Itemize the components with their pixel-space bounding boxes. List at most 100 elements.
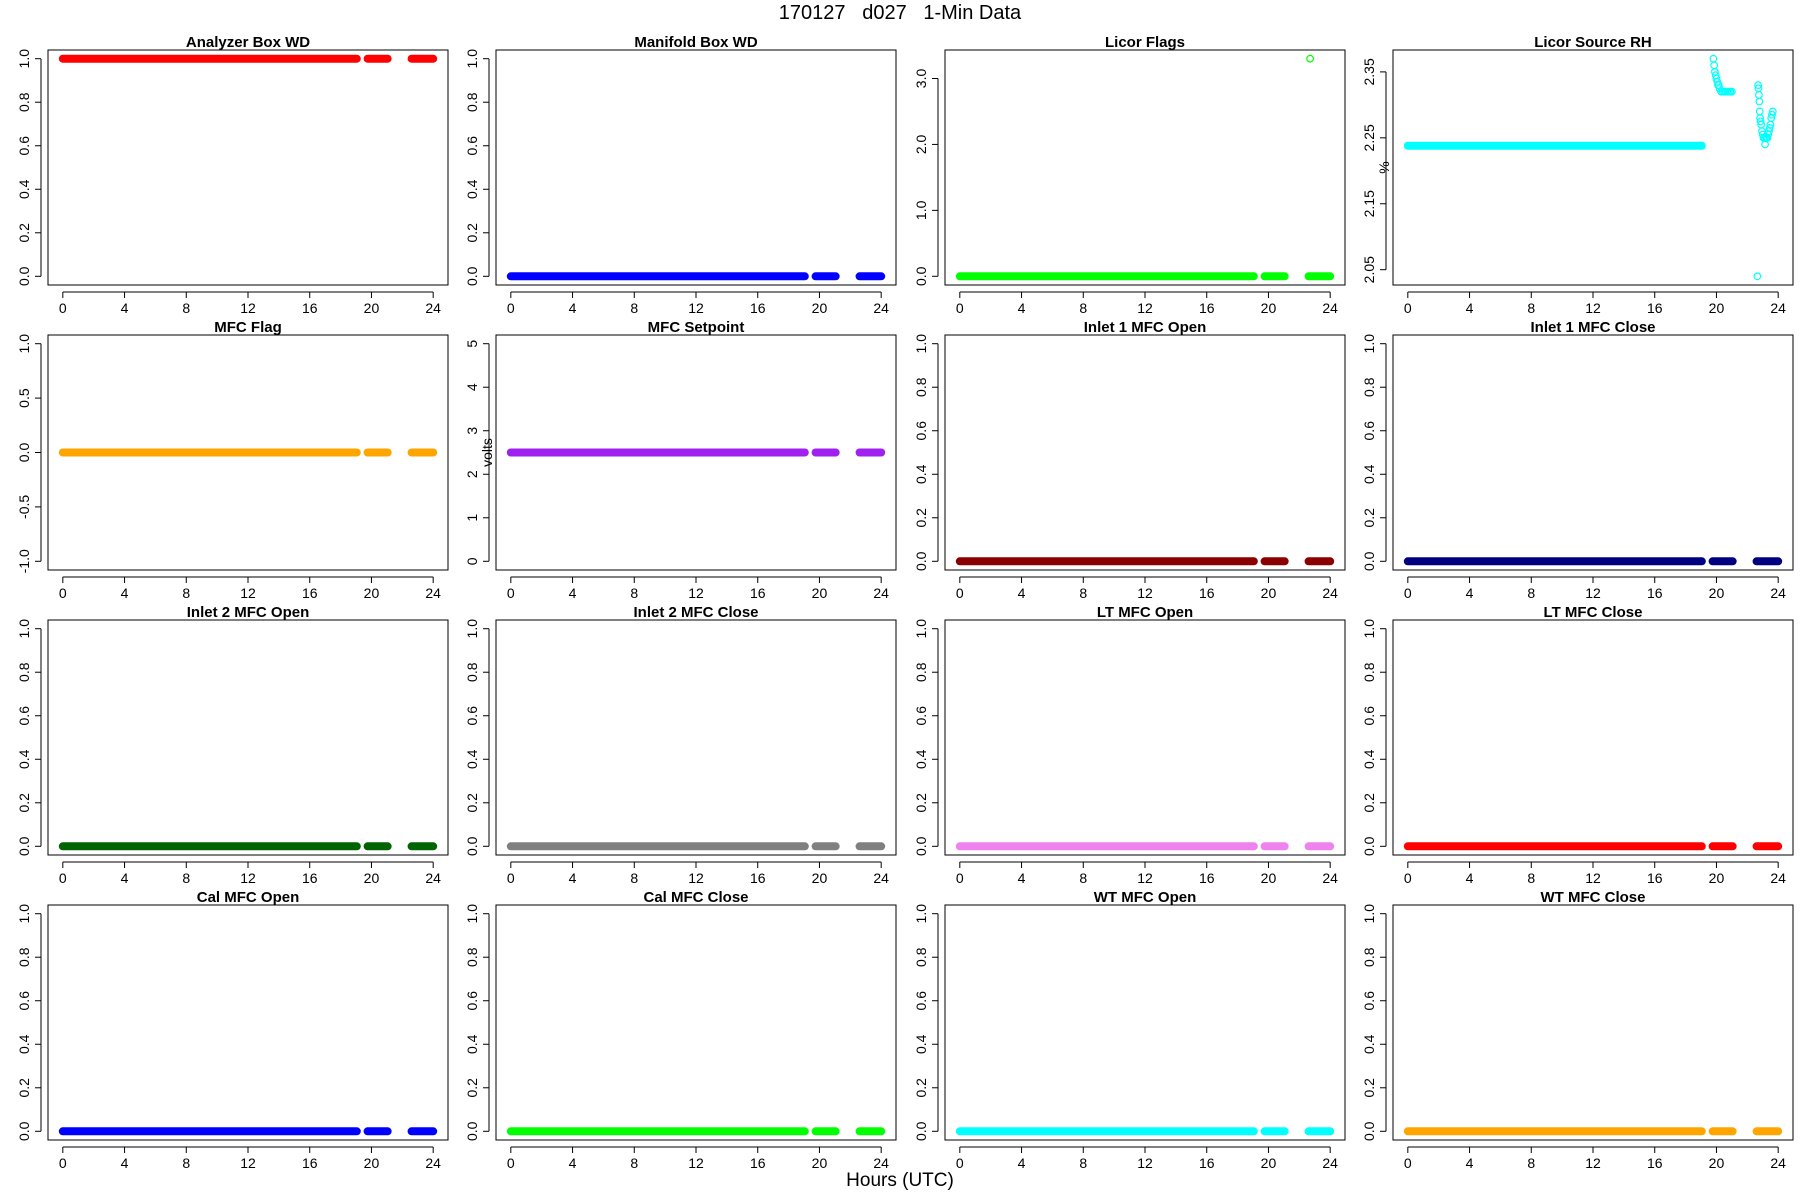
x-tick-label: 24 [873, 870, 889, 886]
data-point [1727, 87, 1736, 96]
panel-2: Manifold Box WD 0 4 8 12 16 20 24 0.0 0.2 0.4 0.6 0.… [464, 34, 897, 316]
x-tick-label: 24 [1322, 870, 1338, 886]
data-point [1753, 272, 1762, 281]
y-tick-label: 0.4 [1361, 1034, 1377, 1054]
x-tick-label: 0 [59, 1155, 67, 1171]
y-tick-label: 0.6 [1361, 421, 1377, 441]
x-tick-label: 8 [630, 585, 638, 601]
y-tick-label: 2.35 [1361, 58, 1377, 85]
x-tick-label: 20 [1261, 585, 1277, 601]
x-tick-label: 4 [1018, 300, 1026, 316]
x-tick-label: 24 [1770, 585, 1786, 601]
y-tick-label: 0.4 [16, 749, 32, 769]
plot-frame [495, 49, 897, 286]
plot-frame [47, 904, 449, 1141]
plot-frame [944, 904, 1346, 1141]
x-tick-label: 0 [1404, 870, 1412, 886]
y-tick-label: 0.4 [16, 1034, 32, 1054]
x-tick-label: 16 [1199, 585, 1215, 601]
y-tick-label: 0.8 [16, 662, 32, 682]
x-tick-label: 4 [569, 1155, 577, 1171]
panel-12: LT MFC Close 0 4 8 12 16 20 24 0.0 0.2 0.4 0.6 0.8 1.… [1361, 604, 1794, 886]
panel-title: Manifold Box WD [634, 34, 757, 51]
y-tick-label: 1.0 [464, 619, 480, 639]
x-tick-label: 20 [1261, 1155, 1277, 1171]
x-tick-label: 0 [59, 585, 67, 601]
y-tick-label: 0.2 [913, 508, 929, 528]
y-tick-label: 3 [464, 427, 480, 435]
y-axis-title: volts [479, 438, 495, 467]
x-tick-label: 4 [121, 585, 129, 601]
x-tick-label: 0 [1404, 585, 1412, 601]
panel-title: LT MFC Open [1097, 604, 1193, 621]
data-point [1765, 124, 1774, 132]
y-tick-label: 0.8 [1361, 662, 1377, 682]
y-tick-label: 0.6 [1361, 706, 1377, 726]
y-tick-label: 0.6 [16, 706, 32, 726]
x-tick-label: 16 [750, 585, 766, 601]
x-axis-title: Hours (UTC) [846, 1170, 954, 1191]
plot-frame [944, 334, 1346, 571]
panel-title: MFC Setpoint [648, 319, 745, 336]
y-tick-label: 0.0 [464, 266, 480, 286]
x-tick-label: 12 [1137, 585, 1153, 601]
x-tick-label: 8 [182, 1155, 190, 1171]
y-tick-label: 0.4 [464, 179, 480, 199]
y-tick-label: 0.0 [913, 836, 929, 856]
x-tick-label: 0 [1404, 300, 1412, 316]
x-tick-label: 24 [1770, 1155, 1786, 1171]
y-tick-label: 0.6 [913, 991, 929, 1011]
panel-title: WT MFC Open [1094, 889, 1196, 906]
x-tick-label: 8 [1079, 870, 1087, 886]
y-tick-label: 0.6 [16, 136, 32, 156]
x-tick-label: 4 [121, 870, 129, 886]
panel-title: MFC Flag [214, 319, 282, 336]
y-tick-label: 1.0 [1361, 619, 1377, 639]
x-tick-label: 8 [1527, 585, 1535, 601]
x-tick-label: 0 [59, 870, 67, 886]
y-tick-label: 0.4 [913, 749, 929, 769]
panel-16: WT MFC Close 0 4 8 12 16 20 24 0.0 0.2 0.4 0.6 0.8 1.… [1361, 889, 1794, 1171]
x-tick-label: 24 [1770, 870, 1786, 886]
panel-9: Inlet 2 MFC Open 0 4 8 12 16 20 24 0.0 0.2 0.4 0.6 0… [16, 604, 449, 886]
panel-3: Licor Flags 0 4 8 12 16 20 24 0.0 1.0 2.0 3.0 [913, 34, 1346, 316]
x-tick-label: 12 [688, 585, 704, 601]
y-tick-label: 0.0 [1361, 551, 1377, 571]
x-tick-label: 4 [1018, 585, 1026, 601]
x-tick-label: 4 [1466, 585, 1474, 601]
y-tick-label: 0.2 [464, 223, 480, 243]
y-tick-label: 2.0 [913, 134, 929, 154]
y-tick-label: 0.0 [16, 266, 32, 286]
panel-13: Cal MFC Open 0 4 8 12 16 20 24 0.0 0.2 0.4 0.6 0.8 1.… [16, 889, 449, 1171]
panel-7: Inlet 1 MFC Open 0 4 8 12 16 20 24 0.0 0.2 0.4 0.6 0… [913, 319, 1346, 601]
x-tick-label: 8 [1527, 870, 1535, 886]
x-tick-label: 8 [1527, 300, 1535, 316]
x-tick-label: 24 [425, 1155, 441, 1171]
panel-title: Inlet 2 MFC Open [187, 604, 310, 621]
plot-frame [495, 334, 897, 571]
y-tick-label: 1.0 [464, 49, 480, 69]
y-tick-label: 1.0 [16, 619, 32, 639]
panel-title: Inlet 1 MFC Open [1084, 319, 1207, 336]
y-tick-label: 0.6 [464, 136, 480, 156]
panel-1: Analyzer Box WD 0 4 8 12 16 20 24 0.0 0.2 0.4 0.6 0.… [16, 34, 449, 316]
y-tick-label: 0.4 [913, 1034, 929, 1054]
y-tick-label: 4 [464, 383, 480, 391]
x-tick-label: 8 [1079, 585, 1087, 601]
x-tick-label: 24 [873, 585, 889, 601]
x-tick-label: 8 [182, 870, 190, 886]
x-tick-label: 16 [302, 300, 318, 316]
y-tick-label: 0.0 [1361, 1121, 1377, 1141]
x-tick-label: 20 [812, 300, 828, 316]
y-tick-label: 0.8 [913, 377, 929, 397]
y-tick-label: 0.0 [16, 443, 32, 463]
y-tick-label: 1.0 [1361, 334, 1377, 354]
x-tick-label: 20 [812, 1155, 828, 1171]
x-tick-label: 4 [1466, 870, 1474, 886]
x-tick-label: 4 [1018, 870, 1026, 886]
y-tick-label: 0.8 [913, 947, 929, 967]
x-tick-label: 16 [1647, 1155, 1663, 1171]
y-tick-label: 0.0 [464, 836, 480, 856]
y-tick-label: 0.0 [16, 1121, 32, 1141]
x-tick-label: 16 [1647, 300, 1663, 316]
